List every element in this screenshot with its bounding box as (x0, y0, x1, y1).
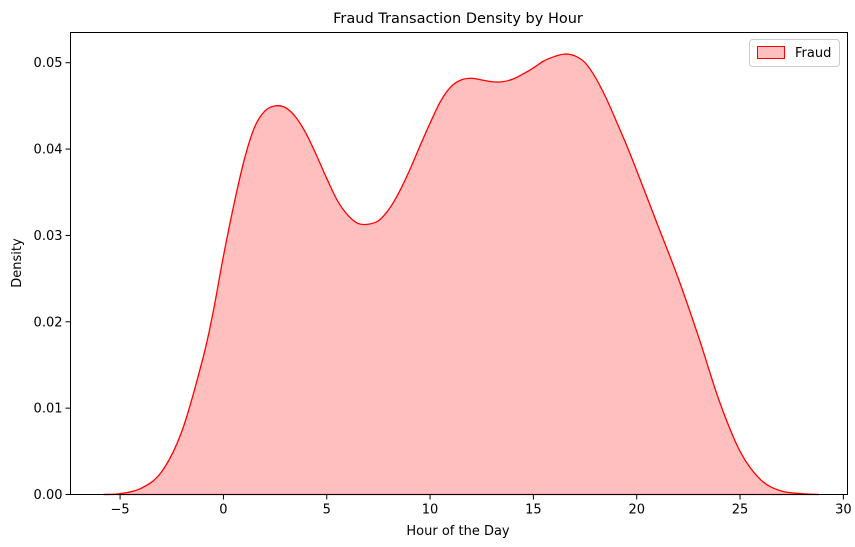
x-axis-label: Hour of the Day (406, 524, 510, 539)
y-tick-label: 0.00 (34, 488, 63, 503)
x-tick-label: −5 (111, 503, 130, 518)
x-tick-label: 15 (525, 503, 542, 518)
x-tick-label: 20 (628, 503, 645, 518)
x-tick-label: 10 (422, 503, 439, 518)
legend-swatch-fraud (757, 46, 785, 59)
chart-title: Fraud Transaction Density by Hour (333, 11, 583, 27)
legend: Fraud (749, 39, 840, 67)
y-tick-label: 0.04 (34, 143, 63, 158)
legend-label-fraud: Fraud (795, 46, 831, 61)
y-tick-label: 0.02 (34, 315, 63, 330)
x-tick-label: 30 (835, 503, 852, 518)
y-tick-label: 0.05 (34, 56, 63, 71)
y-tick-label: 0.01 (34, 402, 63, 417)
x-tick-label: 0 (219, 503, 227, 518)
axes-frame (70, 32, 848, 495)
density-area-fill (103, 54, 819, 495)
y-tick-label: 0.03 (34, 229, 63, 244)
y-axis-ticks: 0.00 0.01 0.02 0.03 0.04 0.05 (34, 56, 71, 503)
x-tick-label: 25 (732, 503, 749, 518)
x-tick-label: 5 (323, 503, 331, 518)
y-axis-label: Density (10, 238, 25, 288)
x-axis-ticks: −5 0 5 10 15 20 25 30 (111, 494, 852, 518)
density-curve (103, 53, 819, 496)
plot-area (103, 53, 819, 496)
